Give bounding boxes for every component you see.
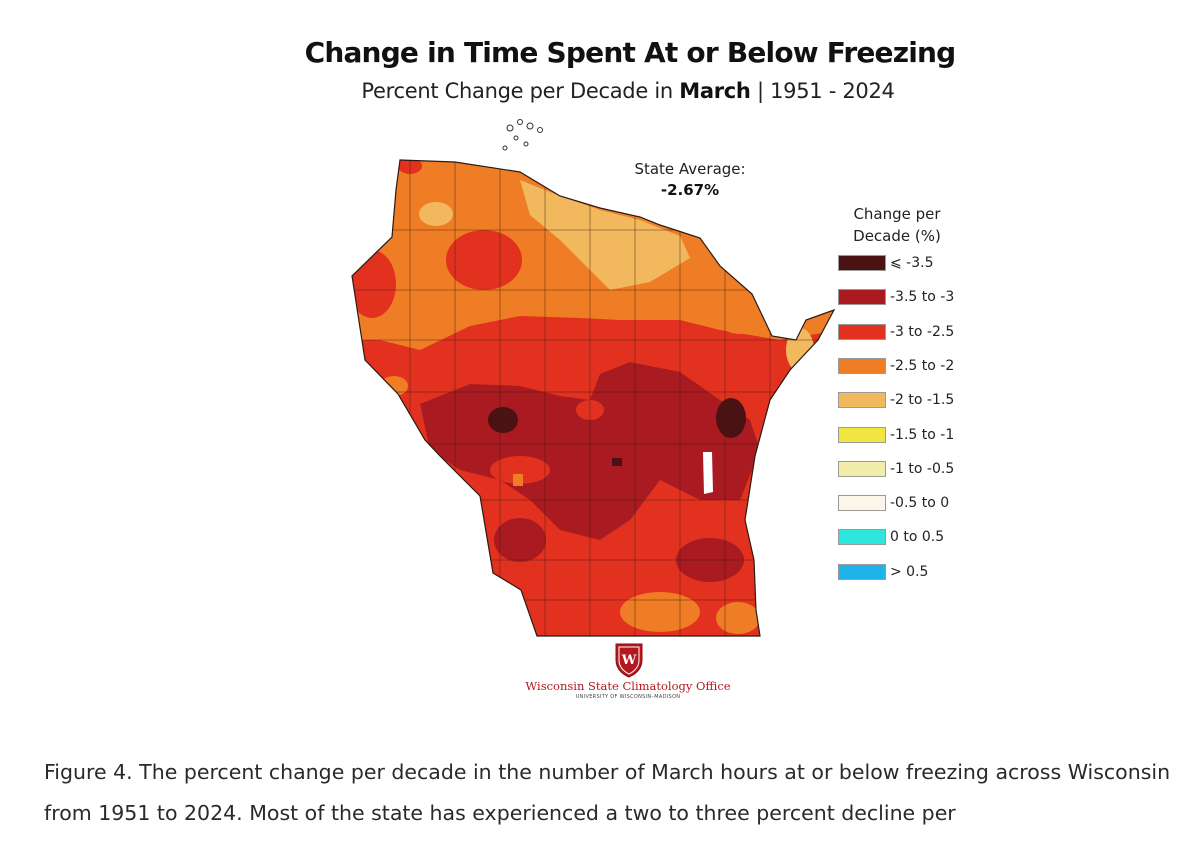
- legend-item: -3 to -2.5: [838, 323, 954, 341]
- legend-label: -0.5 to 0: [890, 495, 950, 512]
- subtitle-month: March: [679, 79, 751, 103]
- legend-swatch: [838, 323, 886, 340]
- legend-item: ⩽ -3.5: [838, 254, 934, 272]
- legend-item: -3.5 to -3: [838, 288, 954, 306]
- legend-item: -1.5 to -1: [838, 426, 954, 444]
- uw-crest-icon: W: [615, 643, 643, 678]
- state-average-label: State Average:: [634, 160, 746, 178]
- legend-swatch: [838, 563, 886, 580]
- legend-label: ⩽ -3.5: [890, 255, 934, 271]
- legend-item: -1 to -0.5: [838, 460, 954, 478]
- legend-label: -1 to -0.5: [890, 460, 955, 477]
- apostle-islands: [502, 119, 543, 151]
- state-fill: [352, 160, 834, 636]
- legend-title: Change per Decade (%): [853, 205, 941, 245]
- legend-swatch: [838, 426, 886, 443]
- legend-label: 0 to 0.5: [890, 529, 945, 546]
- legend-swatch: [838, 529, 886, 546]
- state-average-value: -2.67%: [660, 181, 720, 199]
- legend-label: -3 to -2.5: [890, 323, 955, 340]
- legend-label: -3.5 to -3: [890, 289, 955, 306]
- legend-swatch: [838, 255, 886, 271]
- wisconsin-map: [351, 119, 836, 637]
- legend-label: -1.5 to -1: [890, 426, 955, 443]
- legend-label: > 0.5: [890, 563, 929, 580]
- legend-item: > 0.5: [838, 563, 928, 581]
- chart-subtitle: Percent Change per Decade in March | 195…: [361, 79, 895, 103]
- legend-label: -2 to -1.5: [890, 392, 955, 409]
- legend-item: -0.5 to 0: [838, 494, 949, 512]
- logo-subtext: UNIVERSITY OF WISCONSIN–MADISON: [575, 694, 681, 700]
- logo-text: Wisconsin State Climatology Office: [525, 679, 731, 693]
- chart-title: Change in Time Spent At or Below Freezin…: [304, 36, 957, 69]
- legend-swatch: [838, 392, 886, 409]
- legend-item: -2.5 to -2: [838, 357, 954, 375]
- figure-caption: Figure 4. The percent change per decade …: [44, 760, 1171, 825]
- svg-text:W: W: [621, 653, 637, 668]
- legend-item: -2 to -1.5: [838, 391, 954, 409]
- legend-swatch: [838, 357, 886, 374]
- legend-label: -2.5 to -2: [890, 357, 955, 374]
- legend-swatch: [838, 495, 886, 512]
- map-figure: Change in Time Spent At or Below Freezin…: [304, 36, 957, 700]
- legend-item: 0 to 0.5: [838, 528, 944, 546]
- legend-swatch: [838, 289, 886, 306]
- legend-swatch: [838, 460, 886, 477]
